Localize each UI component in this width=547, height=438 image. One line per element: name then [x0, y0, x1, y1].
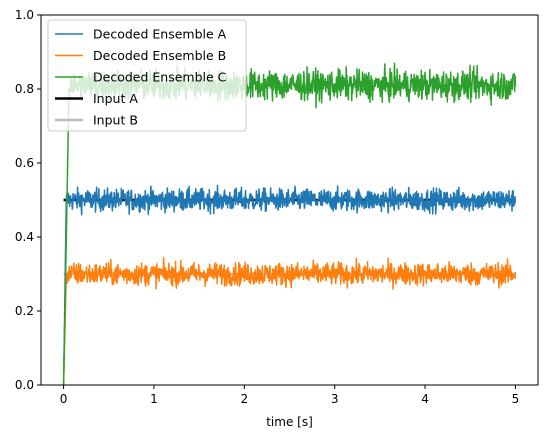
y-tick-label: 0.0: [15, 378, 34, 392]
x-axis-label: time [s]: [266, 415, 313, 429]
y-tick-label: 0.4: [15, 230, 34, 244]
x-tick-label: 5: [512, 392, 520, 406]
legend-label-input-b: Input B: [93, 113, 138, 128]
x-tick-label: 2: [240, 392, 248, 406]
series-layer: [62, 62, 517, 385]
series-line-decoded-ensemble-b: [62, 256, 517, 385]
legend-label-decoded-ensemble-b: Decoded Ensemble B: [93, 48, 226, 63]
axes-frame: [40, 14, 539, 386]
legend: Decoded Ensemble A Decoded Ensemble B Deco…: [47, 19, 247, 132]
legend-label-input-a: Input A: [93, 91, 138, 106]
x-tick-label: 1: [150, 392, 158, 406]
legend-label-decoded-ensemble-a: Decoded Ensemble A: [93, 27, 227, 42]
legend-label-decoded-ensemble-c: Decoded Ensemble C: [93, 70, 227, 85]
x-tick-label: 0: [60, 392, 68, 406]
x-tick-label: 3: [331, 392, 339, 406]
series-line-decoded-ensemble-a: [62, 184, 517, 385]
y-tick-label: 0.2: [15, 304, 34, 318]
legend-frame: [47, 19, 247, 132]
x-tick-label: 4: [421, 392, 429, 406]
y-tick-label: 1.0: [15, 8, 34, 22]
y-tick-label: 0.6: [15, 156, 34, 170]
ticks-layer: 0 1 2 3 4 5 0.0 0.2 0.4 0.6 0.8 1.0: [15, 8, 519, 406]
y-tick-label: 0.8: [15, 82, 34, 96]
